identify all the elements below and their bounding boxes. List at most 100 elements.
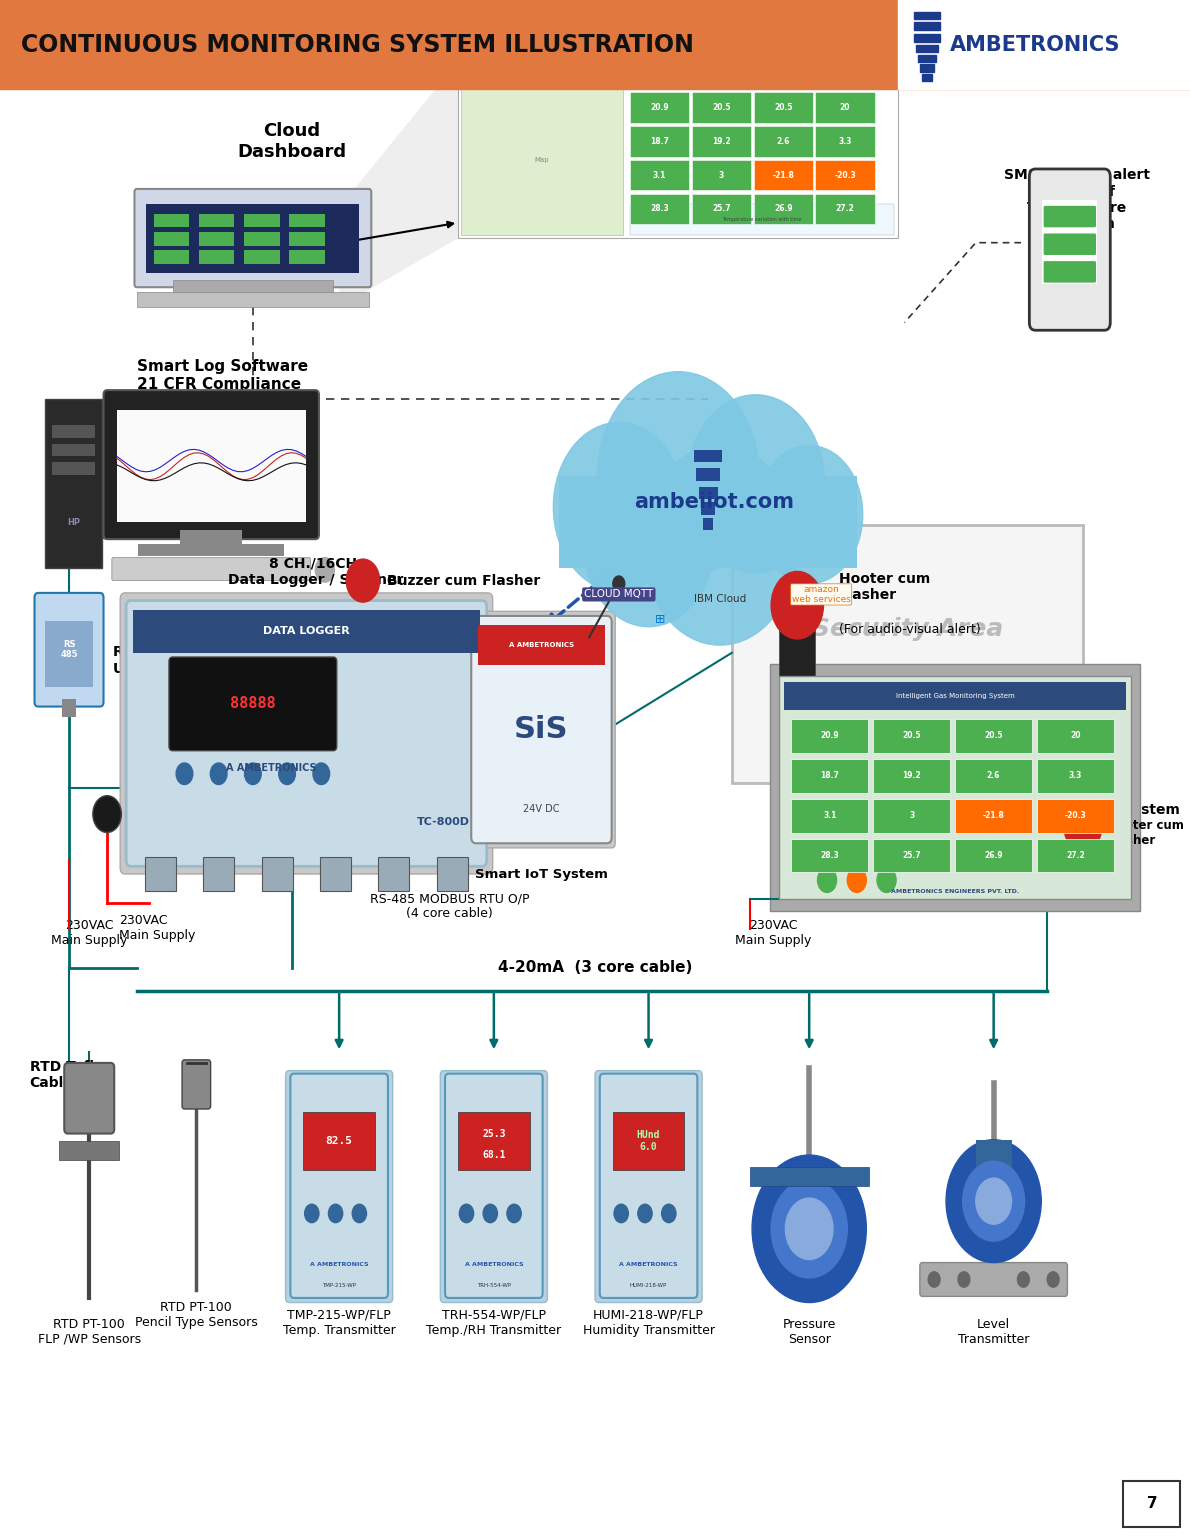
FancyBboxPatch shape (595, 1071, 702, 1303)
FancyBboxPatch shape (445, 1074, 543, 1298)
Bar (154, 232, 189, 246)
Circle shape (963, 1161, 1025, 1241)
Bar (779, 676, 1130, 899)
Bar (244, 232, 280, 246)
FancyBboxPatch shape (134, 189, 371, 287)
Text: 3.1: 3.1 (823, 811, 837, 820)
Text: 230VAC
Main Supply: 230VAC Main Supply (51, 919, 127, 946)
Circle shape (1064, 802, 1102, 851)
Text: RTD PT-100
Pencil Type Sensors: RTD PT-100 Pencil Type Sensors (134, 1301, 258, 1329)
Bar (45, 399, 102, 568)
Bar (1042, 200, 1097, 284)
Text: 20.9: 20.9 (650, 103, 669, 112)
Bar (750, 1167, 869, 1186)
Bar (691, 160, 751, 190)
Circle shape (328, 1204, 343, 1223)
FancyBboxPatch shape (290, 1074, 388, 1298)
Bar (815, 160, 875, 190)
Bar (779, 617, 815, 687)
Bar (630, 92, 689, 123)
Text: Ambetronics   Home   Dashboard   Manage Floors   Users   Location   Devices   Re: Ambetronics Home Dashboard Manage Floors… (574, 69, 783, 74)
Bar (691, 126, 751, 157)
Circle shape (958, 1272, 970, 1287)
Text: TMP-215-WP/FLP
Temp. Transmitter: TMP-215-WP/FLP Temp. Transmitter (283, 1309, 395, 1336)
Text: 20: 20 (840, 103, 851, 112)
Bar (699, 487, 718, 499)
Bar (1123, 1481, 1180, 1527)
FancyBboxPatch shape (920, 1263, 1067, 1296)
Bar (138, 544, 284, 556)
Text: AMBETRONICS ENGINEERS PVT. LTD.: AMBETRONICS ENGINEERS PVT. LTD. (891, 889, 1019, 894)
Text: 20.5: 20.5 (774, 103, 793, 112)
Text: Hooter cum
Flasher: Hooter cum Flasher (1107, 819, 1184, 846)
Bar (1036, 799, 1114, 833)
Bar (917, 55, 937, 63)
Circle shape (93, 796, 121, 833)
Bar (133, 610, 480, 653)
Bar (244, 214, 280, 227)
Bar (694, 450, 722, 462)
Bar (873, 719, 951, 753)
Text: 230VAC
Main Supply: 230VAC Main Supply (119, 914, 195, 942)
FancyBboxPatch shape (600, 1074, 697, 1298)
Text: 26.9: 26.9 (774, 204, 793, 214)
Text: TRH-554-WP: TRH-554-WP (477, 1283, 511, 1289)
Bar (691, 92, 751, 123)
Bar (60, 1141, 119, 1160)
Text: Cloud
Dashboard: Cloud Dashboard (237, 123, 346, 161)
Bar (630, 204, 894, 235)
Circle shape (211, 763, 227, 785)
Bar (956, 799, 1032, 833)
Bar (137, 292, 369, 307)
Bar (898, 0, 1190, 89)
Circle shape (245, 763, 262, 785)
Bar (154, 214, 189, 227)
Circle shape (771, 571, 823, 639)
Text: 25.3: 25.3 (482, 1129, 506, 1138)
Text: Buzzer cum Flasher: Buzzer cum Flasher (387, 573, 540, 588)
Circle shape (928, 1272, 940, 1287)
Text: 20.9: 20.9 (821, 731, 839, 740)
Bar (458, 61, 898, 81)
Text: 3: 3 (719, 170, 724, 180)
Circle shape (553, 422, 684, 591)
Bar (52, 425, 95, 438)
Text: SMS & E-mail alert
In case of
Temperature
excursion: SMS & E-mail alert In case of Temperatur… (1004, 169, 1150, 230)
Text: RS-485 to
USB converter: RS-485 to USB converter (113, 645, 226, 676)
Bar (630, 160, 689, 190)
Text: 27.2: 27.2 (835, 204, 854, 214)
Bar (289, 214, 325, 227)
FancyBboxPatch shape (440, 1071, 547, 1303)
Bar (458, 1112, 530, 1170)
Text: HUMI-218-WP/FLP
Humidity Transmitter: HUMI-218-WP/FLP Humidity Transmitter (583, 1309, 714, 1336)
Bar (753, 92, 813, 123)
FancyBboxPatch shape (112, 558, 311, 581)
FancyBboxPatch shape (182, 1060, 211, 1109)
Bar (461, 84, 624, 235)
Circle shape (1017, 1272, 1029, 1287)
Text: 3.3: 3.3 (1069, 771, 1082, 780)
Circle shape (756, 445, 863, 584)
FancyBboxPatch shape (126, 601, 487, 866)
Bar (0, 0, 1190, 89)
Text: 25.7: 25.7 (902, 851, 921, 860)
Bar (703, 518, 713, 530)
Bar (1036, 839, 1114, 872)
Circle shape (613, 576, 625, 591)
Text: 3: 3 (909, 811, 914, 820)
Text: TMP-215-WP: TMP-215-WP (322, 1283, 356, 1289)
Circle shape (315, 558, 334, 582)
Bar (916, 45, 938, 52)
Bar (815, 194, 875, 224)
Bar (180, 530, 243, 548)
Bar (199, 232, 234, 246)
Text: 68.1: 68.1 (482, 1150, 506, 1160)
Bar (244, 250, 280, 264)
Text: 3.1: 3.1 (653, 170, 666, 180)
Text: 25.7: 25.7 (712, 204, 731, 214)
Bar (52, 462, 95, 475)
Bar (154, 250, 189, 264)
Bar (873, 759, 951, 793)
Circle shape (278, 763, 295, 785)
Text: A AMBETRONICS: A AMBETRONICS (509, 642, 574, 648)
